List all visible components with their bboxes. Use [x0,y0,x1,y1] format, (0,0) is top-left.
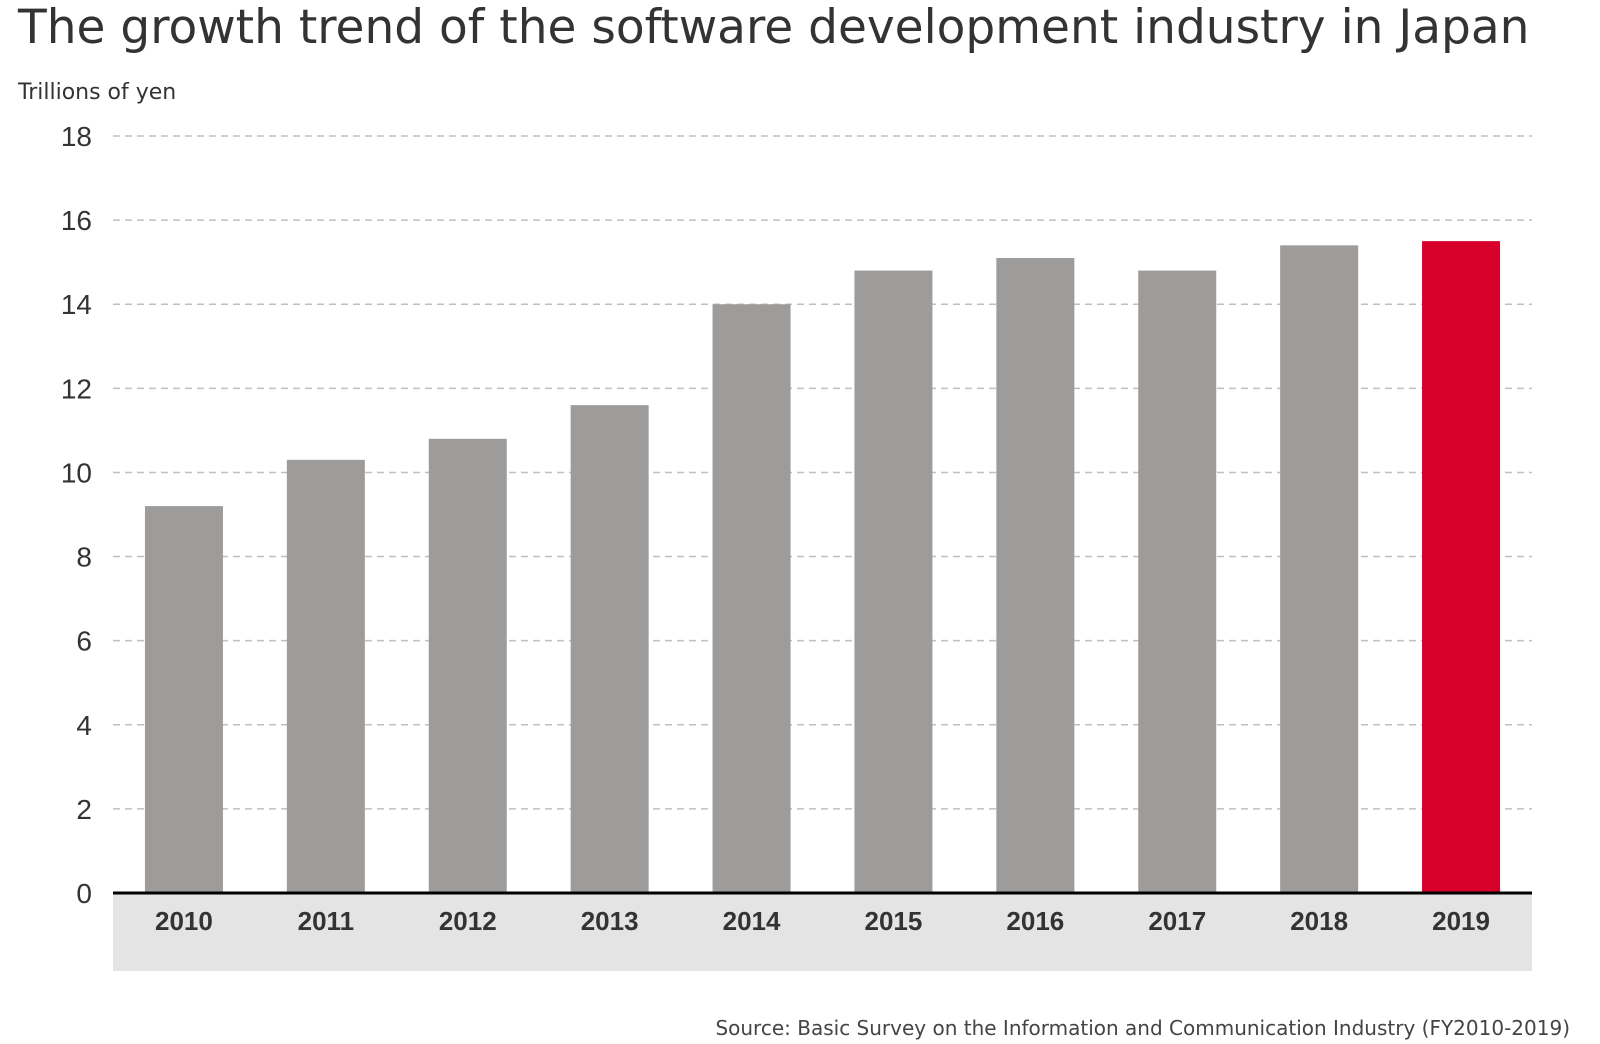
y-tick-label-4: 4 [76,710,92,741]
bar-2016 [996,257,1075,893]
x-axis-band-layer [113,893,1532,971]
x-tick-label-2014: 2014 [723,906,781,936]
x-tick-label-2012: 2012 [439,906,497,936]
bar-2017 [1138,270,1217,894]
bar-2012 [428,438,507,893]
bar-2019 [1422,241,1501,893]
y-tick-label-16: 16 [61,205,92,236]
bar-2011 [286,459,365,893]
y-tick-label-14: 14 [61,289,92,320]
x-tick-layer: 2010 2011 2012 2013 2014 2015 2016 2017 2018 2019 [155,906,1490,936]
y-tick-label-10: 10 [61,457,92,488]
x-tick-label-2019: 2019 [1432,906,1490,936]
bar-2014 [712,304,791,893]
x-tick-label-2010: 2010 [155,906,213,936]
x-axis-band [113,893,1532,971]
x-tick-label-2017: 2017 [1148,906,1206,936]
bar-layer [144,241,1501,894]
y-tick-layer: 0 2 4 6 8 10 12 14 16 18 [61,121,92,909]
y-axis-label: Trillions of yen [18,80,177,105]
chart-title: The growth trend of the software develop… [18,0,1530,55]
y-tick-label-6: 6 [76,626,92,657]
x-tick-label-2013: 2013 [581,906,639,936]
x-tick-label-2018: 2018 [1290,906,1348,936]
x-tick-label-2016: 2016 [1006,906,1064,936]
source-note: Source: Basic Survey on the Information … [715,1016,1570,1040]
x-tick-label-2015: 2015 [865,906,923,936]
bar-2010 [144,506,223,893]
y-tick-label-0: 0 [76,878,92,909]
y-tick-label-8: 8 [76,542,92,573]
y-tick-label-2: 2 [76,794,92,825]
y-tick-label-18: 18 [61,121,92,152]
x-tick-label-2011: 2011 [298,906,354,936]
bar-2015 [854,270,933,894]
bar-2013 [570,405,649,893]
y-tick-label-12: 12 [61,373,92,404]
bar-2018 [1280,245,1359,893]
